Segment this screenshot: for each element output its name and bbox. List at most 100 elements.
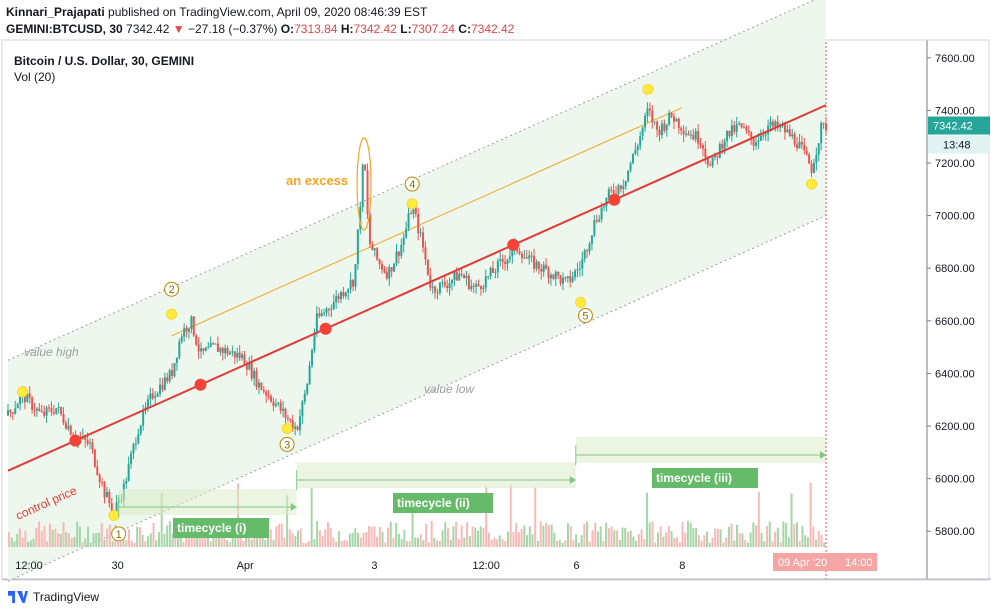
candle-body	[373, 248, 376, 251]
candle-body	[728, 130, 731, 137]
volume-bar	[779, 541, 782, 547]
candle-body	[617, 185, 620, 194]
volume-bar	[452, 526, 455, 547]
candle-body	[325, 308, 328, 313]
candle-body	[443, 281, 446, 286]
wave-label-4: 4	[409, 179, 415, 191]
volume-bar	[62, 521, 65, 547]
candle-body	[786, 129, 789, 133]
candle-body	[576, 269, 579, 271]
candle-body	[583, 250, 586, 259]
candle-body	[142, 409, 145, 426]
volume-bar	[8, 532, 10, 547]
candle-body	[308, 365, 311, 385]
footer-brand[interactable]: TradingView	[33, 590, 100, 604]
author-name[interactable]: Kinnari_Prajapati	[6, 5, 105, 19]
candle-body	[96, 466, 99, 475]
volume-bar	[228, 542, 231, 547]
volume-bar	[136, 526, 139, 547]
volume-bar	[635, 540, 638, 547]
candle-body	[228, 352, 231, 355]
volume-bar	[782, 521, 785, 547]
volume-bar	[678, 542, 681, 547]
candle-body	[28, 393, 31, 398]
volume-bar	[790, 493, 793, 547]
volume-bar	[602, 540, 605, 547]
volume-bar	[430, 521, 433, 547]
volume-bar	[528, 526, 531, 547]
candle-body	[265, 391, 268, 396]
volume-bar	[493, 537, 496, 547]
volume-bar	[122, 537, 125, 547]
volume-bar	[455, 521, 458, 547]
volume-bar	[564, 540, 567, 547]
candle-body	[168, 370, 171, 382]
volume-bar	[387, 527, 390, 547]
candle-body	[183, 328, 186, 337]
candle-body	[518, 251, 521, 254]
volume-bar	[798, 540, 801, 547]
volume-bar	[444, 522, 447, 547]
candle-body	[130, 453, 133, 464]
down-arrow-icon: ▼	[172, 22, 185, 36]
volume-bar	[370, 526, 373, 547]
candle-body	[629, 163, 632, 171]
candle-body	[460, 273, 463, 275]
candle-body	[89, 442, 92, 444]
timecycle-label: timecycle (iii)	[656, 471, 732, 485]
volume-bar	[487, 532, 490, 547]
timecycle-label: timecycle (i)	[177, 521, 246, 535]
candle-body	[593, 220, 596, 236]
candle-body	[349, 280, 352, 290]
x-tick-label: 30	[111, 560, 123, 572]
candle-body	[455, 271, 458, 281]
candle-body	[371, 244, 374, 251]
volume-bar	[89, 542, 92, 547]
candle-body	[417, 214, 420, 234]
volume-bar	[302, 542, 305, 547]
candle-body	[50, 408, 53, 412]
candle-body	[156, 393, 159, 397]
price-chart[interactable]: 7600.00 7400.00 7200.00 7000.00 6800.00 6600.…	[0, 0, 991, 588]
candle-body	[245, 363, 248, 370]
candle-body	[364, 164, 367, 171]
volume-bar	[433, 538, 436, 547]
volume-bar	[18, 528, 21, 547]
volume-bar	[561, 542, 564, 547]
candle-body	[381, 264, 384, 270]
volume-bar	[793, 524, 796, 547]
volume-bar	[515, 522, 518, 547]
volume-bar	[209, 541, 212, 547]
volume-bar	[215, 535, 218, 547]
volume-bar	[531, 534, 534, 547]
candle-body	[721, 143, 724, 150]
candle-body	[571, 277, 574, 282]
timecycle-arrow-icon	[569, 476, 576, 484]
candle-body	[810, 163, 813, 173]
candle-body	[101, 482, 104, 484]
candle-body	[656, 121, 659, 130]
volume-bar	[449, 540, 452, 547]
symbol-label: GEMINI:BTCUSD, 30	[6, 22, 123, 36]
volume-bar	[700, 540, 703, 547]
candle-body	[270, 396, 273, 402]
volume-bar	[626, 531, 629, 547]
date-label: 09 Apr '20	[778, 557, 827, 569]
candle-body	[378, 259, 381, 265]
volume-bar	[637, 534, 640, 547]
candle-body	[344, 292, 347, 297]
y-tick-label: 6600.00	[935, 316, 975, 328]
volume-bar	[367, 525, 370, 547]
volume-bar	[316, 521, 319, 547]
volume-bar	[771, 541, 774, 547]
open-value: 7313.84	[294, 22, 338, 36]
wave-label-1: 1	[116, 529, 122, 541]
volume-bar	[697, 535, 700, 547]
candle-body	[98, 474, 101, 483]
last-price-badge	[928, 116, 990, 135]
volume-bar	[629, 530, 632, 547]
volume-bar	[599, 526, 602, 547]
candle-body	[337, 296, 340, 300]
candle-body	[820, 123, 823, 144]
candle-body	[668, 112, 671, 125]
